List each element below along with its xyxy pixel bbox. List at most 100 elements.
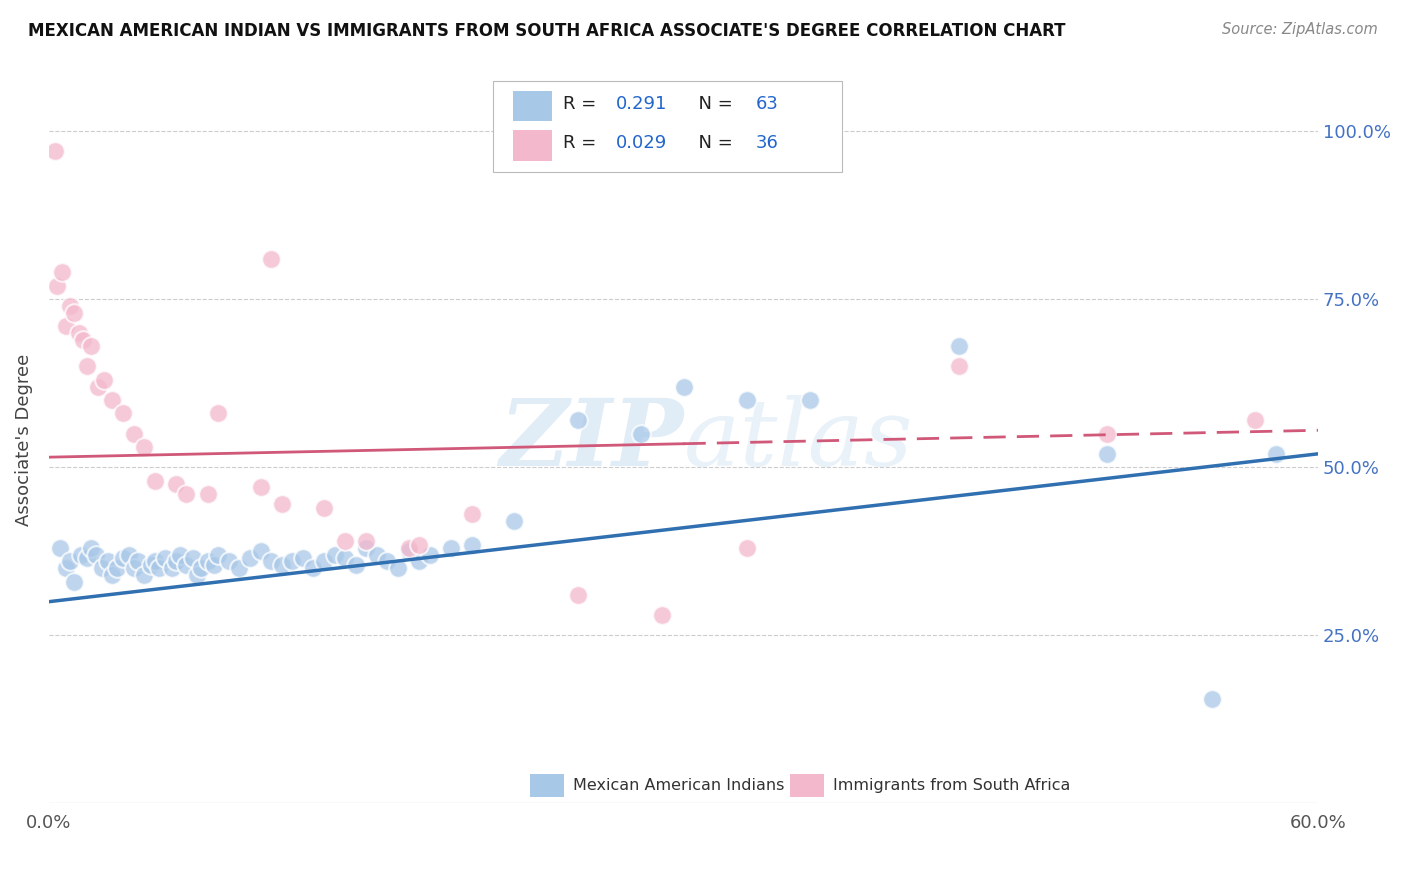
Point: [799, 392, 821, 407]
Point: [80, 339, 103, 353]
Point: [1095, 447, 1118, 461]
Point: [197, 487, 219, 501]
Text: MEXICAN AMERICAN INDIAN VS IMMIGRANTS FROM SOUTH AFRICA ASSOCIATE'S DEGREE CORRE: MEXICAN AMERICAN INDIAN VS IMMIGRANTS FR…: [28, 22, 1066, 40]
Text: ZIP: ZIP: [499, 395, 683, 485]
Text: 36: 36: [756, 134, 779, 153]
Text: Immigrants from South Africa: Immigrants from South Africa: [834, 779, 1071, 793]
Point: [127, 554, 149, 568]
Point: [59, 554, 82, 568]
Point: [76, 359, 98, 374]
Point: [440, 541, 463, 555]
Text: 0.291: 0.291: [616, 95, 668, 113]
Point: [44, 145, 66, 159]
Y-axis label: Associate's Degree: Associate's Degree: [15, 354, 32, 526]
Point: [735, 392, 758, 407]
Point: [122, 561, 145, 575]
Point: [281, 554, 304, 568]
Point: [101, 392, 124, 407]
Point: [93, 373, 115, 387]
Point: [249, 480, 271, 494]
Point: [76, 551, 98, 566]
Text: Source: ZipAtlas.com: Source: ZipAtlas.com: [1222, 22, 1378, 37]
FancyBboxPatch shape: [530, 773, 564, 797]
Point: [176, 558, 198, 572]
Text: R =: R =: [562, 95, 602, 113]
Point: [197, 554, 219, 568]
Point: [377, 554, 399, 568]
Point: [398, 541, 420, 555]
Text: atlas: atlas: [683, 395, 912, 485]
Point: [1095, 426, 1118, 441]
Point: [134, 567, 156, 582]
Point: [356, 541, 378, 555]
FancyBboxPatch shape: [494, 81, 842, 172]
Point: [160, 561, 183, 575]
Point: [165, 477, 187, 491]
Point: [165, 554, 187, 568]
Point: [111, 407, 134, 421]
Point: [143, 554, 166, 568]
Point: [567, 413, 589, 427]
Point: [333, 551, 356, 566]
Point: [387, 561, 409, 575]
Point: [260, 252, 283, 266]
Point: [461, 508, 484, 522]
Point: [111, 551, 134, 566]
Point: [366, 548, 388, 562]
Point: [249, 544, 271, 558]
Point: [46, 278, 69, 293]
Point: [948, 339, 970, 353]
Text: N =: N =: [688, 95, 740, 113]
Point: [69, 548, 91, 562]
Point: [630, 426, 652, 441]
Point: [207, 548, 229, 562]
Point: [101, 567, 124, 582]
Point: [398, 544, 420, 558]
Point: [55, 319, 77, 334]
FancyBboxPatch shape: [513, 130, 551, 161]
Point: [239, 551, 262, 566]
Point: [260, 554, 283, 568]
Point: [63, 574, 86, 589]
Point: [323, 548, 346, 562]
Point: [672, 379, 695, 393]
Point: [503, 514, 526, 528]
Point: [408, 537, 430, 551]
Text: R =: R =: [562, 134, 602, 153]
Text: N =: N =: [688, 134, 740, 153]
Point: [202, 558, 225, 572]
Point: [55, 561, 77, 575]
Point: [63, 306, 86, 320]
Point: [169, 548, 191, 562]
Text: 0.029: 0.029: [616, 134, 668, 153]
Point: [344, 558, 367, 572]
Point: [312, 500, 335, 515]
Point: [333, 534, 356, 549]
Point: [59, 299, 82, 313]
Point: [948, 359, 970, 374]
Point: [86, 379, 108, 393]
Point: [181, 551, 204, 566]
Point: [67, 326, 90, 340]
FancyBboxPatch shape: [513, 91, 551, 121]
FancyBboxPatch shape: [790, 773, 824, 797]
Point: [105, 561, 128, 575]
Point: [72, 333, 94, 347]
Point: [302, 561, 325, 575]
Text: 63: 63: [756, 95, 779, 113]
Point: [1264, 447, 1286, 461]
Point: [51, 265, 73, 279]
Point: [139, 558, 162, 572]
Point: [90, 561, 112, 575]
Point: [80, 541, 103, 555]
Point: [461, 537, 484, 551]
Point: [84, 548, 107, 562]
Point: [122, 426, 145, 441]
Point: [97, 554, 120, 568]
Point: [270, 558, 292, 572]
Point: [419, 548, 441, 562]
Point: [207, 407, 229, 421]
Point: [218, 554, 240, 568]
Point: [567, 588, 589, 602]
Point: [651, 608, 673, 623]
